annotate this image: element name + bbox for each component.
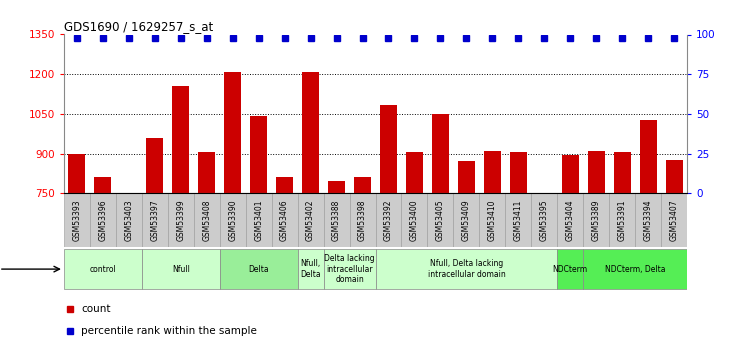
Bar <box>324 193 349 247</box>
Text: GDS1690 / 1629257_s_at: GDS1690 / 1629257_s_at <box>64 20 213 33</box>
Bar <box>380 105 397 193</box>
Bar <box>432 114 449 193</box>
Bar <box>532 193 557 247</box>
Bar <box>562 155 579 193</box>
Text: GSM53396: GSM53396 <box>98 199 107 241</box>
Bar <box>609 193 635 247</box>
Bar <box>635 193 661 247</box>
Text: GSM53401: GSM53401 <box>254 199 263 241</box>
Bar <box>297 249 324 289</box>
Bar <box>324 249 376 289</box>
Text: GSM53409: GSM53409 <box>462 199 471 241</box>
Bar <box>142 249 220 289</box>
Bar <box>484 151 501 193</box>
Bar <box>588 151 605 193</box>
Bar <box>376 193 402 247</box>
Text: GSM53407: GSM53407 <box>670 199 679 241</box>
Bar <box>665 160 683 193</box>
Text: Nfull,
Delta: Nfull, Delta <box>300 259 321 279</box>
Bar <box>614 152 631 193</box>
Text: GSM53405: GSM53405 <box>436 199 445 241</box>
Text: GSM53397: GSM53397 <box>150 199 159 241</box>
Bar <box>454 193 479 247</box>
Text: GSM53402: GSM53402 <box>306 199 315 241</box>
Text: GSM53390: GSM53390 <box>228 199 237 241</box>
Text: Nfull, Delta lacking
intracellular domain: Nfull, Delta lacking intracellular domai… <box>427 259 505 279</box>
Text: GSM53395: GSM53395 <box>540 199 549 241</box>
Text: NDCterm: NDCterm <box>553 265 588 274</box>
Bar <box>328 181 345 193</box>
Text: GSM53393: GSM53393 <box>72 199 81 241</box>
Bar <box>95 177 111 193</box>
Text: control: control <box>89 265 116 274</box>
Bar <box>505 193 532 247</box>
Text: percentile rank within the sample: percentile rank within the sample <box>81 326 257 336</box>
Text: NDCterm, Delta: NDCterm, Delta <box>605 265 665 274</box>
Bar <box>146 138 163 193</box>
Bar <box>64 193 90 247</box>
Text: GSM53394: GSM53394 <box>644 199 653 241</box>
Text: Delta: Delta <box>249 265 269 274</box>
Bar <box>458 161 475 193</box>
Bar <box>220 193 246 247</box>
Bar <box>557 249 584 289</box>
Bar <box>297 193 324 247</box>
Bar <box>661 193 687 247</box>
Bar <box>68 154 86 193</box>
Bar <box>198 152 215 193</box>
Bar <box>427 193 454 247</box>
Text: GSM53399: GSM53399 <box>176 199 185 241</box>
Text: Delta lacking
intracellular
domain: Delta lacking intracellular domain <box>324 254 375 284</box>
Bar <box>276 177 293 193</box>
Text: GSM53389: GSM53389 <box>592 199 601 241</box>
Text: GSM53388: GSM53388 <box>332 199 341 240</box>
Bar <box>402 193 427 247</box>
Bar <box>225 71 241 193</box>
Text: GSM53410: GSM53410 <box>488 199 497 241</box>
Text: GSM53391: GSM53391 <box>618 199 627 241</box>
Bar <box>584 193 609 247</box>
Bar <box>246 193 272 247</box>
Bar <box>194 193 220 247</box>
Text: GSM53406: GSM53406 <box>280 199 289 241</box>
Bar <box>354 177 371 193</box>
Text: GSM53398: GSM53398 <box>358 199 367 241</box>
Bar <box>406 152 423 193</box>
Text: GSM53403: GSM53403 <box>124 199 133 241</box>
Text: GSM53408: GSM53408 <box>202 199 211 241</box>
Bar <box>172 86 189 193</box>
Text: GSM53400: GSM53400 <box>410 199 419 241</box>
Bar <box>349 193 376 247</box>
Text: Nfull: Nfull <box>172 265 190 274</box>
Bar <box>479 193 505 247</box>
Bar <box>640 120 656 193</box>
Bar <box>272 193 297 247</box>
Bar <box>90 193 116 247</box>
Bar <box>250 117 267 193</box>
Text: GSM53392: GSM53392 <box>384 199 393 241</box>
Text: count: count <box>81 304 111 314</box>
Bar <box>376 249 557 289</box>
Text: GSM53411: GSM53411 <box>514 199 523 240</box>
Bar <box>510 152 526 193</box>
Bar <box>557 193 584 247</box>
Bar <box>220 249 297 289</box>
Bar <box>142 193 167 247</box>
Bar <box>302 71 319 193</box>
Bar <box>167 193 194 247</box>
Bar <box>584 249 687 289</box>
Bar <box>64 249 142 289</box>
Bar <box>116 193 142 247</box>
Text: GSM53404: GSM53404 <box>566 199 575 241</box>
